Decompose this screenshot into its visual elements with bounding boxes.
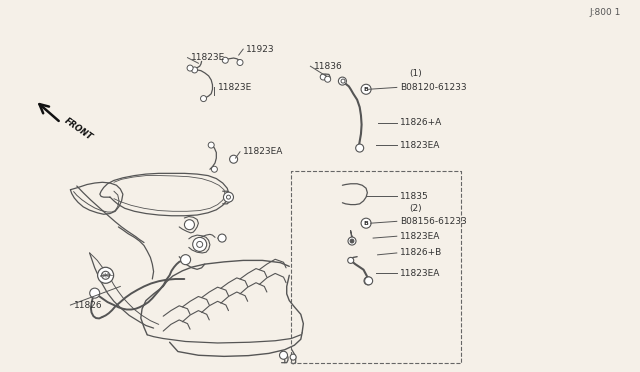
Text: 11823EA: 11823EA — [400, 232, 440, 241]
Circle shape — [102, 271, 109, 279]
Text: (2): (2) — [410, 204, 422, 213]
Circle shape — [230, 155, 237, 163]
Circle shape — [223, 192, 234, 202]
Text: B: B — [364, 221, 369, 226]
Circle shape — [184, 220, 195, 230]
Circle shape — [218, 234, 226, 242]
Text: B08120-61233: B08120-61233 — [400, 83, 467, 92]
Text: 11836: 11836 — [314, 62, 342, 71]
Circle shape — [237, 60, 243, 65]
Text: FRONT: FRONT — [63, 116, 94, 142]
Text: J:800 1: J:800 1 — [589, 8, 621, 17]
Circle shape — [361, 218, 371, 228]
Circle shape — [180, 255, 191, 264]
Text: B08156-61233: B08156-61233 — [400, 217, 467, 226]
Text: B: B — [364, 87, 369, 92]
Circle shape — [191, 67, 198, 73]
Circle shape — [290, 354, 296, 360]
Text: 11823E: 11823E — [191, 53, 225, 62]
Circle shape — [193, 237, 207, 251]
Circle shape — [222, 57, 228, 63]
Circle shape — [350, 239, 354, 243]
Text: 11826+A: 11826+A — [400, 118, 442, 127]
Circle shape — [187, 65, 193, 71]
Circle shape — [348, 237, 356, 245]
Circle shape — [339, 77, 346, 85]
Text: 11923: 11923 — [246, 45, 275, 54]
Circle shape — [211, 166, 218, 172]
Circle shape — [320, 74, 326, 80]
Text: (1): (1) — [410, 69, 422, 78]
Circle shape — [227, 195, 230, 199]
Circle shape — [356, 144, 364, 152]
Circle shape — [90, 288, 100, 298]
Circle shape — [98, 267, 114, 283]
Circle shape — [280, 351, 287, 359]
Circle shape — [364, 277, 372, 285]
Circle shape — [361, 84, 371, 94]
Text: 11823E: 11823E — [218, 83, 252, 92]
Text: 11826+B: 11826+B — [400, 248, 442, 257]
Text: 11823EA: 11823EA — [400, 269, 440, 278]
Text: 11835: 11835 — [400, 192, 429, 201]
Circle shape — [365, 277, 372, 285]
Circle shape — [196, 241, 203, 247]
Circle shape — [200, 96, 207, 102]
Circle shape — [348, 257, 354, 263]
Text: 11823EA: 11823EA — [400, 141, 440, 150]
Text: 11823EA: 11823EA — [243, 147, 284, 156]
Text: 11826: 11826 — [74, 301, 102, 310]
Circle shape — [341, 79, 345, 83]
Circle shape — [324, 76, 331, 82]
Circle shape — [208, 142, 214, 148]
